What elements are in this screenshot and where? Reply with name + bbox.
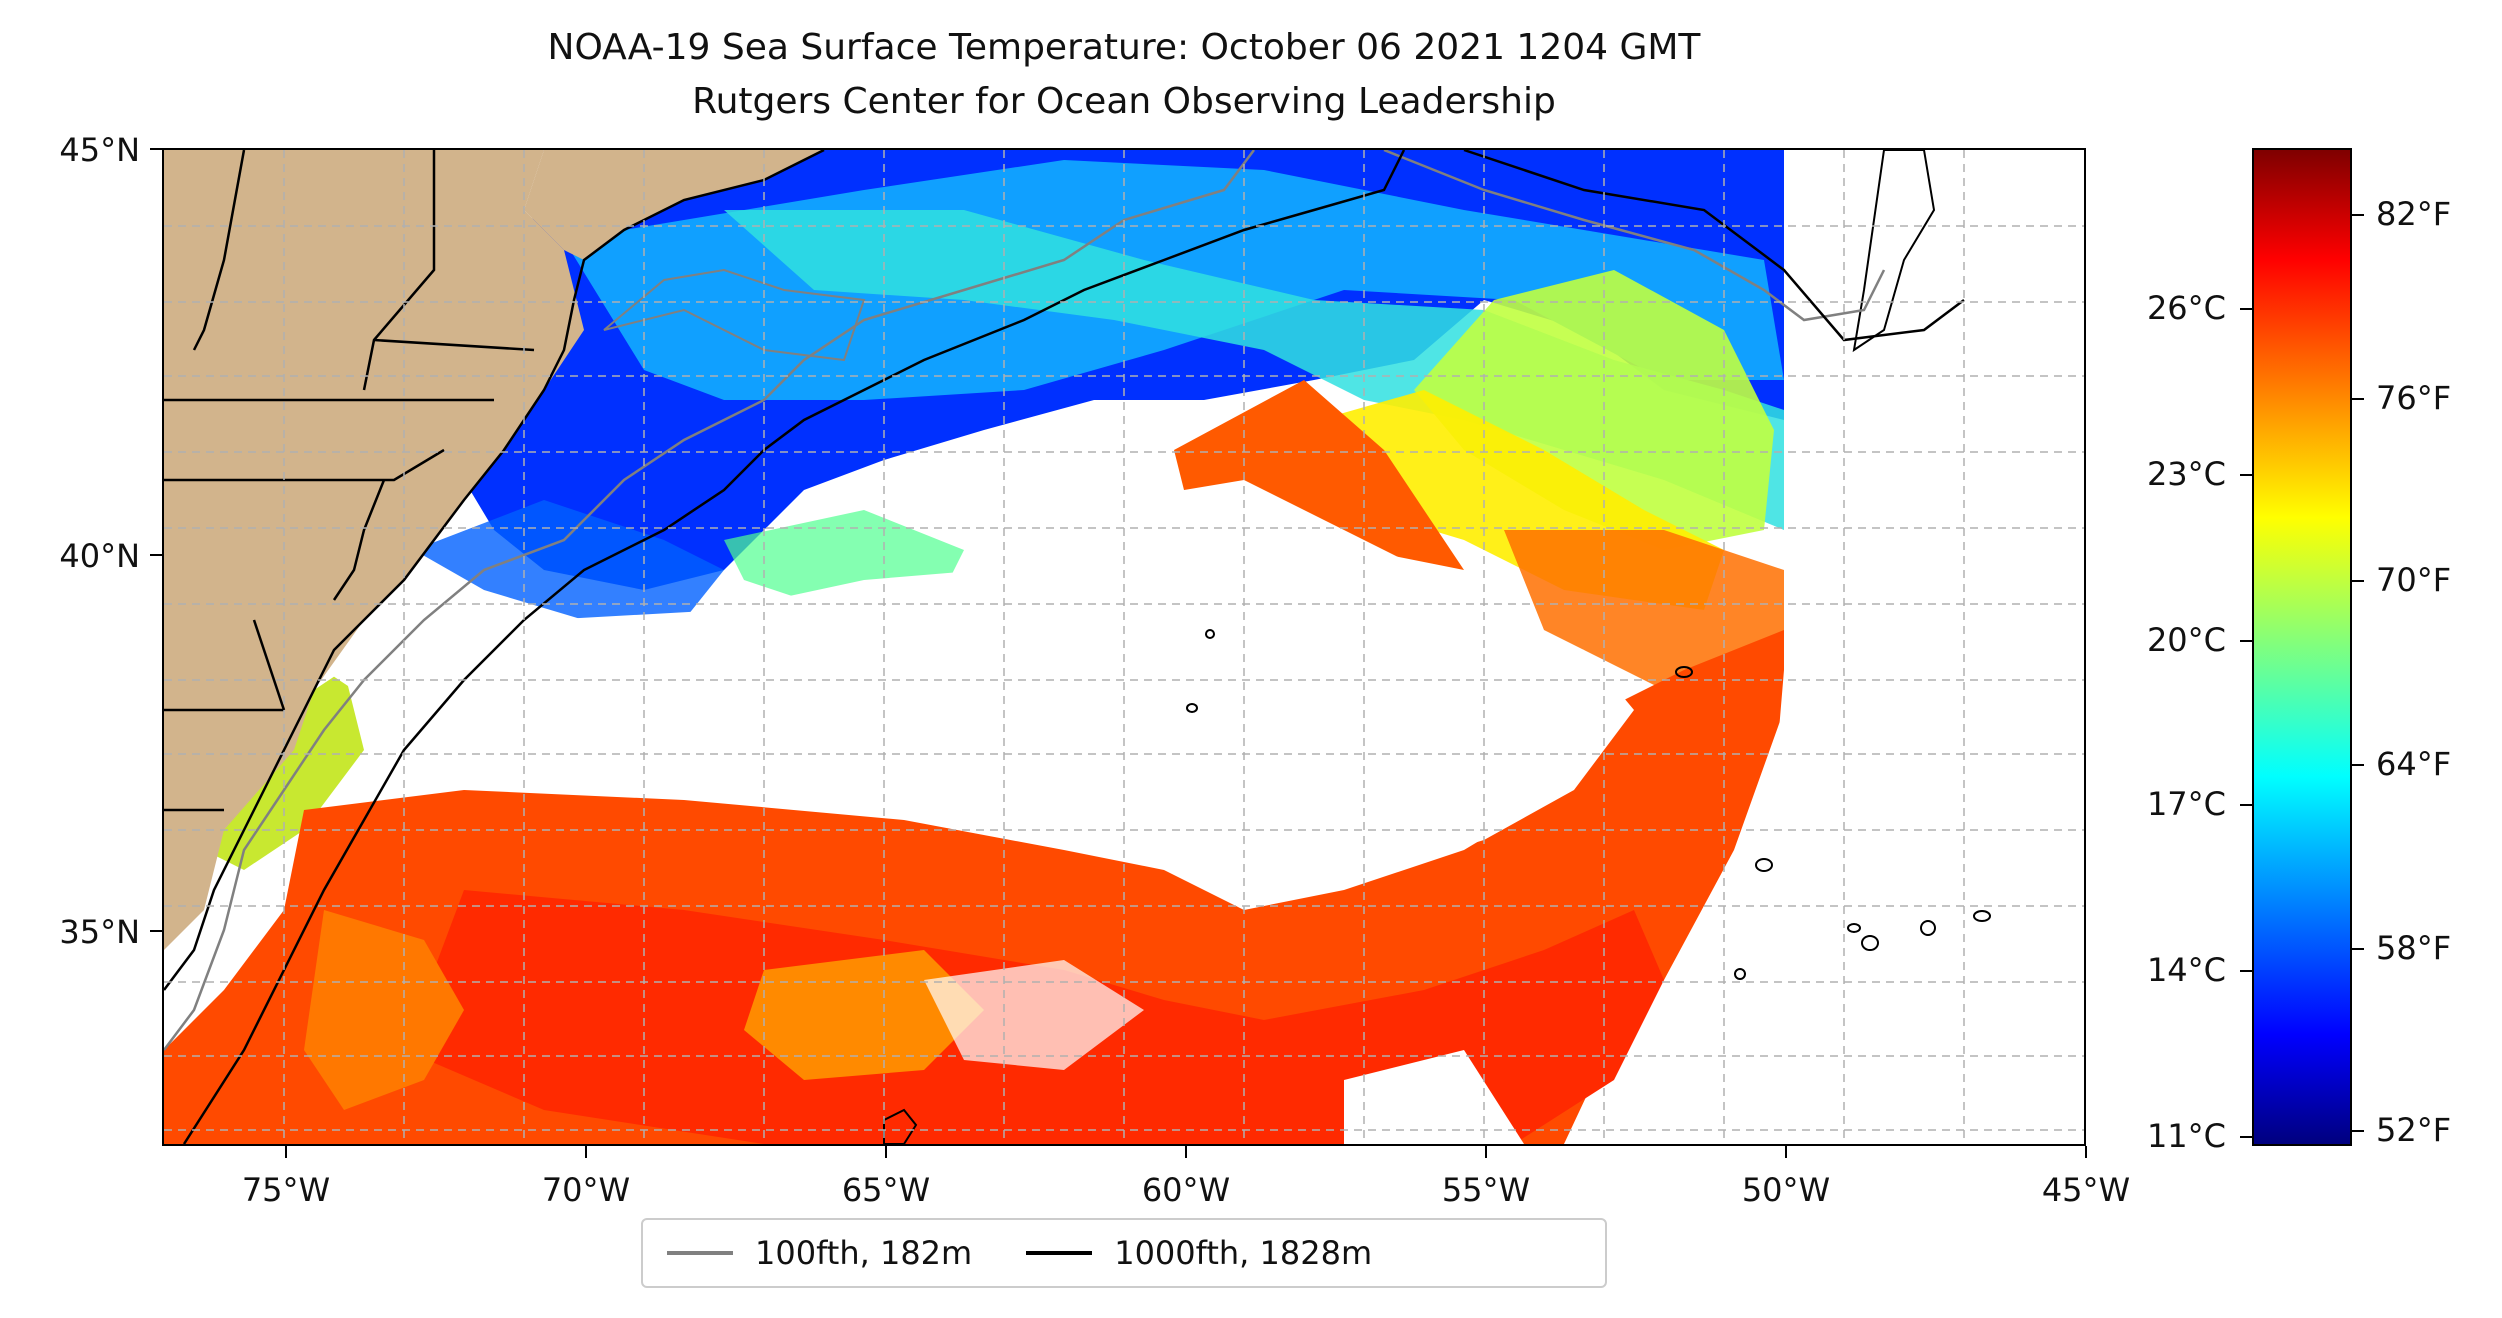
black-line-swatch xyxy=(1026,1251,1093,1255)
lon-label-60w: 60°W xyxy=(1141,1171,1231,1209)
map-subtitle: Rutgers Center for Ocean Observing Leade… xyxy=(692,81,1556,122)
temperature-colorbar xyxy=(2252,148,2352,1146)
lon-label-45w: 45°W xyxy=(2041,1171,2131,1209)
lat-tick xyxy=(150,930,162,932)
fahrenheit-label: 58°F xyxy=(2376,929,2452,967)
cbar-tick xyxy=(2352,764,2364,766)
lon-label-65w: 65°W xyxy=(841,1171,931,1209)
isobath-100fth xyxy=(603,268,866,362)
isobath-1000fth xyxy=(1463,150,1965,342)
legend-item-1000fth: 1000fth, 1828m xyxy=(1026,1234,1372,1272)
sst-map-canvas xyxy=(164,150,2084,1144)
cbar-tick xyxy=(2240,1136,2252,1138)
lon-label-55w: 55°W xyxy=(1441,1171,1531,1209)
land-mass xyxy=(1852,150,1936,353)
celsius-label: 14°C xyxy=(2146,951,2226,989)
gray-line-swatch xyxy=(667,1251,733,1255)
celsius-label: 17°C xyxy=(2146,785,2226,823)
isobath-legend: 100fth, 182m 1000fth, 1828m xyxy=(641,1218,1607,1288)
fahrenheit-label: 76°F xyxy=(2376,379,2452,417)
legend-label: 100fth, 182m xyxy=(755,1234,973,1272)
cbar-tick xyxy=(2240,474,2252,476)
land-mass xyxy=(1944,150,2084,1144)
legend-label: 1000fth, 1828m xyxy=(1114,1234,1373,1272)
isobath-100fth xyxy=(164,150,1255,1051)
cbar-tick xyxy=(2240,970,2252,972)
lon-tick xyxy=(585,1146,587,1158)
fahrenheit-label: 52°F xyxy=(2376,1111,2452,1149)
cbar-tick xyxy=(2352,214,2364,216)
seamount xyxy=(883,1108,918,1144)
cbar-tick xyxy=(2352,1130,2364,1132)
fahrenheit-label: 82°F xyxy=(2376,195,2452,233)
lon-label-70w: 70°W xyxy=(541,1171,631,1209)
fahrenheit-label: 64°F xyxy=(2376,745,2452,783)
lat-label-35n: 35°N xyxy=(59,913,140,951)
legend-item-100fth: 100fth, 182m xyxy=(667,1234,972,1272)
sst-map xyxy=(162,148,2086,1146)
lon-tick xyxy=(285,1146,287,1158)
map-title: NOAA-19 Sea Surface Temperature: October… xyxy=(547,27,1701,68)
cbar-tick xyxy=(2240,804,2252,806)
seamounts xyxy=(1186,629,1991,980)
celsius-label: 23°C xyxy=(2146,455,2226,493)
sst-field xyxy=(164,150,2084,1144)
lat-tick xyxy=(150,554,162,556)
celsius-label: 26°C xyxy=(2146,289,2226,327)
lat-label-40n: 40°N xyxy=(59,537,140,575)
isobath-1000fth xyxy=(182,150,1406,1144)
lon-label-75w: 75°W xyxy=(241,1171,331,1209)
fahrenheit-label: 70°F xyxy=(2376,561,2452,599)
lon-label-50w: 50°W xyxy=(1741,1171,1831,1209)
map-grid xyxy=(164,150,2084,1144)
land-mass xyxy=(164,150,584,950)
lon-tick xyxy=(1185,1146,1187,1158)
cbar-tick xyxy=(2240,308,2252,310)
lon-tick xyxy=(2085,1146,2087,1158)
lon-tick xyxy=(885,1146,887,1158)
cbar-tick xyxy=(2240,640,2252,642)
celsius-label: 11°C xyxy=(2146,1117,2226,1155)
coastline xyxy=(164,150,825,991)
lat-tick xyxy=(150,148,162,150)
cbar-tick xyxy=(2352,398,2364,400)
isobath-100fth xyxy=(1383,150,1886,322)
lon-tick xyxy=(1785,1146,1787,1158)
celsius-label: 20°C xyxy=(2146,621,2226,659)
cbar-tick xyxy=(2352,948,2364,950)
lon-tick xyxy=(1485,1146,1487,1158)
cbar-tick xyxy=(2352,580,2364,582)
lat-label-45n: 45°N xyxy=(59,131,140,169)
